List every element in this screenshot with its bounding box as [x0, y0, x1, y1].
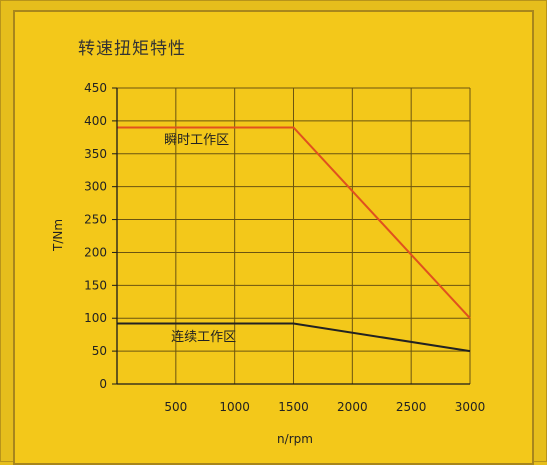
grid-lines	[117, 87, 471, 384]
y-tick-label: 50	[92, 344, 107, 358]
series-line-1	[117, 126, 471, 319]
series-line-2	[117, 322, 471, 353]
y-tick-label: 250	[84, 213, 107, 227]
y-tick-label: 200	[84, 245, 107, 259]
chart-title: 转速扭矩特性	[78, 39, 186, 59]
tick-labels: 0 50 100 150 200 250 300 350 400 450 500 1000 1500 20…	[84, 81, 485, 414]
y-tick-label: 300	[84, 180, 107, 194]
x-tick-label: 3000	[455, 400, 486, 414]
y-tick-label: 0	[99, 377, 107, 391]
axes	[112, 87, 470, 385]
data-series	[117, 126, 471, 353]
y-tick-label: 400	[84, 114, 107, 128]
annotation-1: 瞬时工作区	[164, 133, 229, 148]
x-tick-label: 1000	[219, 400, 250, 414]
x-tick-label: 1500	[278, 400, 309, 414]
x-tick-label: 2000	[337, 400, 368, 414]
y-tick-label: 350	[84, 147, 107, 161]
annotation-2: 连续工作区	[171, 329, 236, 345]
x-axis-label: n/rpm	[277, 432, 313, 446]
x-tick-label: 2500	[396, 400, 427, 414]
y-tick-label: 450	[84, 81, 107, 95]
y-axis-label: T/Nm	[51, 219, 65, 252]
y-tick-label: 150	[84, 278, 107, 292]
x-tick-label: 500	[164, 400, 187, 414]
y-tick-label: 100	[84, 311, 107, 325]
